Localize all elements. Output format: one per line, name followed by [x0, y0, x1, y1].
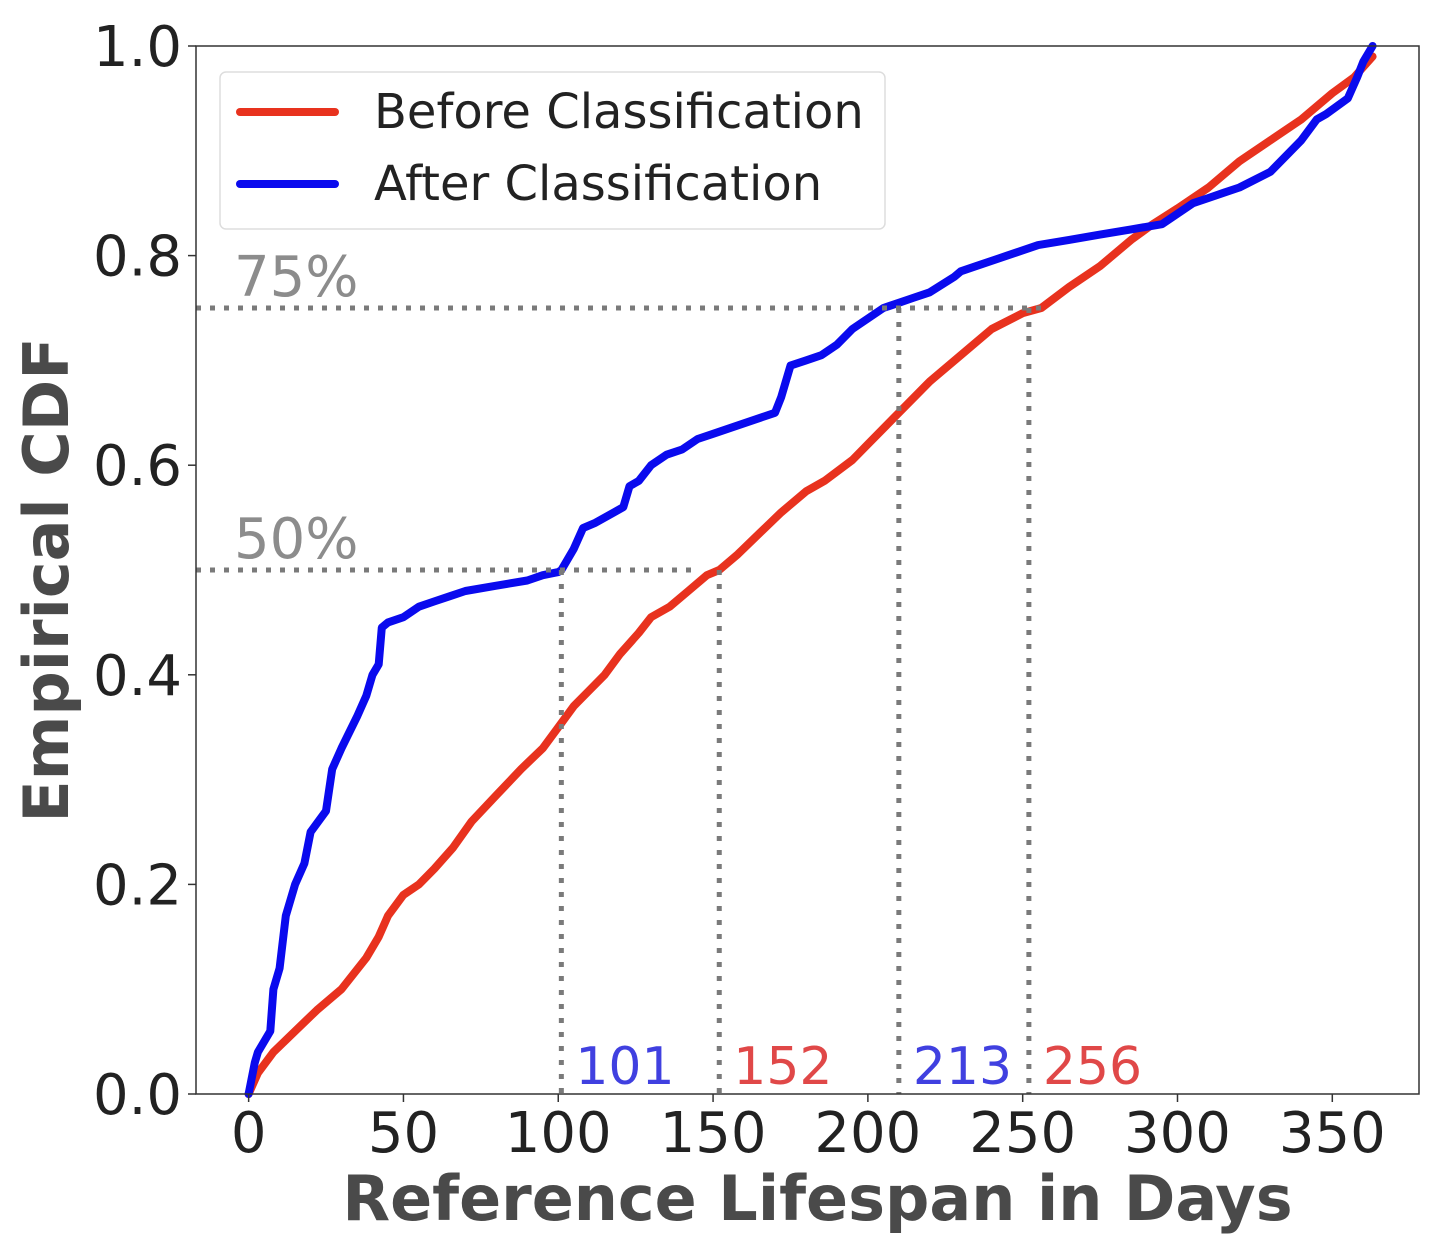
- y-tick-label: 0.8: [93, 225, 182, 290]
- percentile-label-50: 50%: [234, 507, 358, 572]
- marker-label-152: 152: [733, 1037, 832, 1097]
- plot-frame: [195, 45, 1420, 1095]
- y-tick-label: 0.2: [93, 853, 182, 918]
- series-layer: [244, 42, 1377, 1098]
- percentile-label-75: 75%: [234, 245, 358, 310]
- x-axis-title: Reference Lifespan in Days: [342, 1162, 1292, 1235]
- x-tick-label: 100: [505, 1101, 612, 1166]
- x-tick-label: 350: [1279, 1101, 1386, 1166]
- legend-label-after: After Classification: [374, 156, 822, 212]
- x-tick-label: 0: [231, 1101, 267, 1166]
- y-tick-label: 0.6: [93, 434, 182, 499]
- y-tick-label: 0.4: [93, 644, 182, 709]
- series-line-before-classification: [244, 52, 1377, 1098]
- y-tick-label: 1.0: [93, 15, 182, 80]
- legend-label-before: Before Classification: [374, 84, 864, 140]
- x-tick-label: 150: [660, 1101, 767, 1166]
- marker-label-213: 213: [913, 1037, 1012, 1097]
- legend: Before Classification After Classificati…: [219, 71, 886, 230]
- marker-label-256: 256: [1043, 1037, 1142, 1097]
- y-tick-label: 0.0: [93, 1063, 182, 1128]
- x-tick-label: 200: [814, 1101, 921, 1166]
- ticks-layer: 0 50 100 150 200 250 300 350 0.0 0.2 0.4 0.6 0.8 1.0: [93, 15, 1386, 1166]
- legend-box: [219, 71, 886, 230]
- x-tick-label: 300: [1124, 1101, 1231, 1166]
- series-line-after-classification: [244, 42, 1377, 1098]
- y-axis-title: Empirical CDF: [10, 337, 83, 822]
- x-tick-label: 50: [368, 1101, 439, 1166]
- labels-layer: 50% 75% 101 152 213 256: [234, 245, 1142, 1097]
- x-tick-label: 250: [969, 1101, 1076, 1166]
- reference-lines-layer: [196, 305, 1042, 1094]
- marker-label-101: 101: [575, 1037, 674, 1097]
